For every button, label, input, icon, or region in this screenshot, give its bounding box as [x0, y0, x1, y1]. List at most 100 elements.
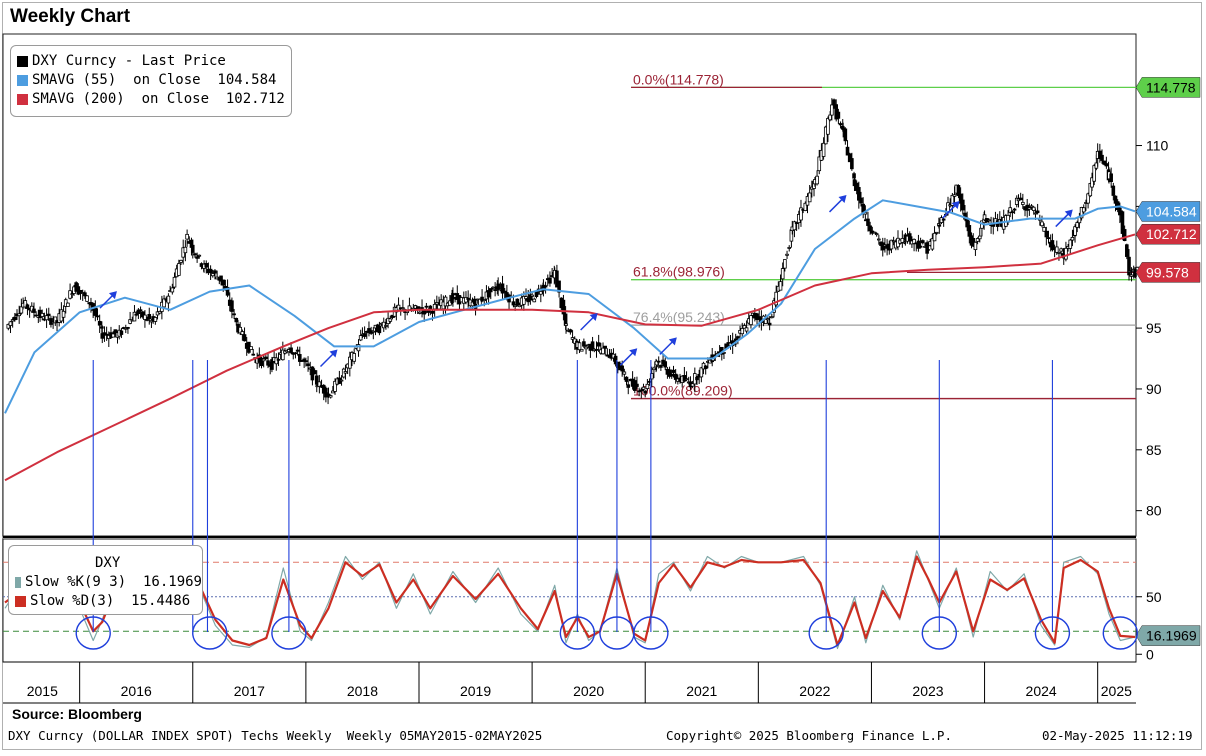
- x-year-label: 2020: [573, 683, 604, 699]
- candle-body: [823, 126, 828, 145]
- candle-body: [126, 327, 130, 329]
- candle-body: [264, 356, 268, 359]
- candle-body: [1127, 270, 1132, 272]
- candle-body: [83, 292, 87, 297]
- legend-label: SMAVG (55) on Close 104.584: [32, 72, 277, 88]
- candle-body: [889, 239, 894, 250]
- candle-body: [1129, 274, 1134, 277]
- candle-body: [836, 111, 841, 119]
- candle-body: [1100, 154, 1104, 161]
- candle-body: [584, 346, 588, 350]
- axis-value-tag-label: 99.578: [1146, 264, 1189, 280]
- legend-swatch: [17, 94, 28, 105]
- axis-value-tag: [1135, 201, 1201, 222]
- candle-body: [17, 313, 21, 317]
- legend-label: Slow %K(9 3) 16.1969: [24, 574, 202, 590]
- candle-body: [1120, 211, 1125, 234]
- oversold-circle: [633, 616, 669, 650]
- candle-body: [854, 182, 859, 191]
- x-year-label: 2023: [912, 683, 943, 699]
- candle-body: [166, 295, 171, 304]
- candle-body: [352, 353, 356, 362]
- candle-body: [861, 203, 865, 213]
- candle-body: [830, 104, 834, 116]
- x-year-label: 2022: [799, 683, 830, 699]
- candle-body: [78, 289, 83, 294]
- candle-body: [40, 313, 45, 317]
- candle-body: [652, 367, 656, 371]
- candle-body: [1079, 207, 1084, 219]
- candle-body: [304, 360, 308, 363]
- candle-body: [339, 379, 344, 382]
- candle-body: [522, 295, 526, 305]
- candle-body: [240, 331, 245, 335]
- candle-body: [1040, 221, 1044, 227]
- candle-body: [524, 296, 528, 300]
- candle-body: [1008, 207, 1013, 213]
- candle-body: [157, 311, 162, 314]
- candle-body: [172, 276, 177, 288]
- y-tick-label: 90: [1146, 381, 1162, 397]
- candle-body: [926, 248, 930, 251]
- candle-body: [195, 256, 199, 259]
- candle-body: [289, 347, 293, 353]
- candle-body: [170, 287, 175, 293]
- candle-body: [422, 310, 427, 315]
- candle-body: [532, 298, 537, 303]
- candle-body: [225, 286, 230, 296]
- candle-body: [857, 187, 861, 201]
- up-arrow-head: [108, 291, 117, 300]
- footer-copyright: Copyright© 2025 Bloomberg Finance L.P.: [666, 728, 952, 743]
- page-title: Weekly Chart: [10, 6, 131, 27]
- candle-body: [590, 341, 595, 351]
- candle-body: [920, 240, 925, 244]
- candle-body: [582, 341, 586, 347]
- candle-body: [428, 305, 433, 310]
- candle-body: [486, 290, 491, 298]
- legend-swatch: [15, 577, 21, 588]
- candle-body: [828, 114, 832, 121]
- candle-body: [866, 218, 870, 226]
- candle-body: [794, 222, 799, 224]
- oversold-circle: [1102, 616, 1138, 650]
- candle-body: [941, 218, 946, 221]
- candle-body: [1113, 195, 1118, 204]
- candle-body: [1104, 163, 1109, 167]
- candle-body: [733, 338, 738, 341]
- candle-body: [480, 296, 484, 302]
- candle-body: [977, 235, 982, 240]
- x-year-label: 2016: [121, 683, 152, 699]
- candle-body: [772, 300, 776, 313]
- candle-body: [925, 242, 929, 254]
- candle-body: [511, 301, 516, 306]
- candle-body: [530, 294, 534, 297]
- candle-body: [912, 238, 916, 244]
- candle-body: [136, 309, 141, 315]
- candle-body: [543, 285, 548, 288]
- candle-body: [742, 325, 747, 329]
- candle-body: [1035, 210, 1040, 214]
- candle-body: [932, 232, 937, 242]
- candle-body: [671, 369, 676, 373]
- candle-body: [780, 268, 785, 280]
- candle-body: [95, 315, 100, 318]
- candle-body: [111, 333, 115, 338]
- axis-value-tag: [1135, 262, 1201, 283]
- candle-body: [401, 307, 405, 310]
- legend-label: SMAVG (200) on Close 102.712: [32, 91, 285, 107]
- candle-body: [213, 270, 217, 274]
- osc-y-tick-label: 0: [1146, 646, 1154, 662]
- candle-body: [1064, 247, 1068, 260]
- candle-body: [317, 381, 322, 387]
- candle-body: [221, 279, 226, 286]
- candle-body: [673, 373, 678, 380]
- candle-body: [669, 373, 674, 377]
- candle-body: [690, 383, 695, 387]
- x-year-label: 2018: [347, 683, 378, 699]
- candle-body: [293, 352, 298, 355]
- candle-body: [934, 231, 939, 234]
- fib-level-label: 0.0%(114.778): [633, 71, 724, 87]
- candle-body: [916, 240, 921, 249]
- up-arrow-head: [668, 337, 677, 346]
- oscillator-legend: DXY Slow %K(9 3) 16.1969 Slow %D(3) 15.448…: [8, 545, 203, 615]
